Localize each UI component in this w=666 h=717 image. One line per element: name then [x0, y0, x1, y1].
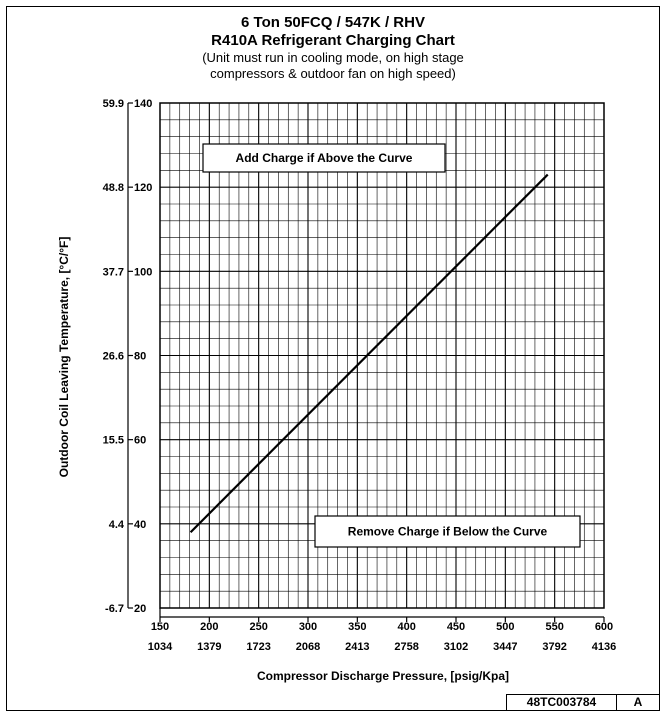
x-tick-label-kpa: 3447	[493, 641, 517, 653]
plot-border	[159, 102, 605, 609]
x-axis-label: Compressor Discharge Pressure, [psig/Kpa…	[257, 669, 509, 683]
y-tick-label-f: 100	[134, 266, 152, 278]
x-tick-label-kpa: 2413	[345, 641, 369, 653]
remove-charge-note-box	[314, 515, 581, 548]
x-tick-label-psig: 500	[496, 621, 514, 633]
chart-note-line-1: (Unit must run in cooling mode, on high …	[202, 50, 464, 65]
y-tick-label-c: 59.9	[103, 98, 124, 110]
chart-series	[189, 173, 549, 534]
x-tick-label-kpa: 4136	[592, 641, 616, 653]
y-tick-label-c: 4.4	[109, 519, 125, 531]
x-tick-label-psig: 350	[348, 621, 366, 633]
y-axis-label: Outdoor Coil Leaving Temperature, [°C/°F…	[57, 237, 71, 478]
chart-frame	[6, 6, 660, 711]
x-tick-label-kpa: 2758	[394, 641, 418, 653]
y-tick-label-f: 40	[134, 519, 146, 531]
chart-annotations: Add Charge if Above the Curve Remove Char…	[202, 143, 581, 548]
chart-note-line-2: compressors & outdoor fan on high speed)	[210, 66, 456, 81]
chart-subtitle: R410A Refrigerant Charging Chart	[211, 32, 455, 49]
x-tick-label-kpa: 1034	[148, 641, 173, 653]
y-tick-label-c: -6.7	[105, 603, 124, 615]
x-tick-label-psig: 200	[200, 621, 218, 633]
y-tick-label-f: 80	[134, 351, 146, 363]
y-tick-label-c: 26.6	[103, 351, 124, 363]
y-tick-label-f: 60	[134, 435, 146, 447]
add-charge-note-label: Add Charge if Above the Curve	[236, 151, 413, 165]
x-tick-label-psig: 550	[545, 621, 563, 633]
x-tick-label-psig: 250	[249, 621, 267, 633]
x-tick-label-psig: 150	[151, 621, 169, 633]
x-tick-label-kpa: 1723	[246, 641, 270, 653]
x-tick-label-kpa: 3102	[444, 641, 468, 653]
x-tick-label-psig: 600	[595, 621, 613, 633]
y-tick-label-f: 120	[134, 182, 152, 194]
x-tick-label-kpa: 3792	[542, 641, 566, 653]
chart-ticks: 20 -6.7 40 4.4 60 15.5 80 26.6 100 37.7 120 48.8 140…	[103, 98, 617, 653]
revision-box: A	[616, 694, 660, 711]
chart-title-block: 6 Ton 50FCQ / 547K / RHV R410A Refrigera…	[0, 14, 666, 82]
x-tick-label-psig: 300	[299, 621, 317, 633]
charging-curve	[189, 173, 549, 534]
y-tick-label-c: 15.5	[103, 435, 124, 447]
document-code-box: 48TC003784	[506, 694, 617, 711]
y-tick-label-f: 140	[134, 98, 152, 110]
remove-charge-note-label: Remove Charge if Below the Curve	[348, 525, 548, 539]
y-tick-label-c: 37.7	[103, 266, 124, 278]
x-tick-label-kpa: 2068	[296, 641, 320, 653]
x-tick-label-psig: 400	[397, 621, 415, 633]
y-tick-label-f: 20	[134, 603, 146, 615]
chart-title: 6 Ton 50FCQ / 547K / RHV	[241, 14, 425, 31]
add-charge-note-box	[202, 143, 446, 173]
y-tick-label-c: 48.8	[103, 182, 124, 194]
x-tick-label-psig: 450	[447, 621, 465, 633]
x-tick-label-kpa: 1379	[197, 641, 221, 653]
